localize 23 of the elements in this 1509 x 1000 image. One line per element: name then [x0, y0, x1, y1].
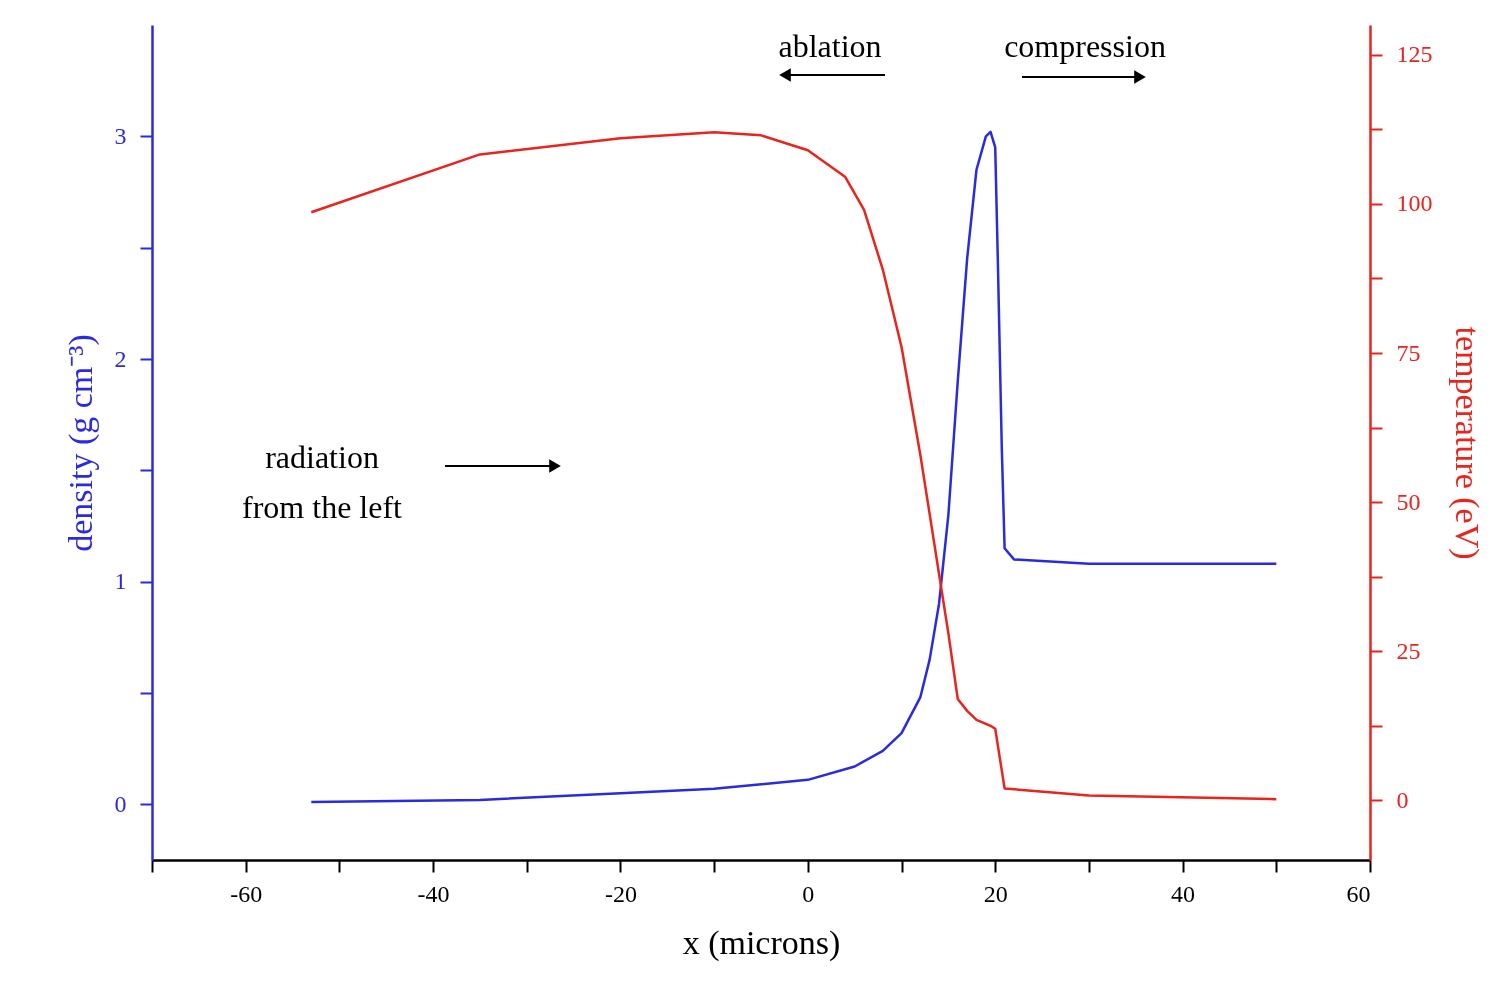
y-tick-label: 3 — [114, 122, 127, 149]
x-tick-label: 40 — [1171, 880, 1196, 907]
x-tick-label: 20 — [983, 880, 1008, 907]
y2-tick-label: 25 — [1396, 637, 1421, 664]
y2-tick-label: 100 — [1396, 190, 1433, 217]
x-tick-label: -60 — [230, 880, 263, 907]
y2-tick-label: 75 — [1396, 339, 1421, 366]
y2-tick-label: 125 — [1396, 41, 1433, 68]
y-tick-label: 2 — [114, 345, 127, 372]
y-axis-title: density (g cm⁻³) — [61, 334, 100, 552]
annotation: compression — [1004, 28, 1166, 64]
y2-tick-label: 0 — [1396, 786, 1409, 813]
y2-tick-label: 50 — [1396, 488, 1421, 515]
annotation: ablation — [778, 28, 882, 64]
y2-axis-title: temperature (eV) — [1447, 326, 1486, 560]
x-tick-label: 60 — [1346, 880, 1371, 907]
x-tick-label: 0 — [802, 880, 815, 907]
x-axis-title: x (microns) — [682, 923, 841, 962]
y-tick-label: 1 — [114, 568, 127, 595]
x-tick-label: -40 — [417, 880, 450, 907]
annotation: radiation from the left — [242, 439, 403, 525]
x-tick-label: -20 — [604, 880, 637, 907]
y-tick-label: 0 — [114, 790, 127, 817]
